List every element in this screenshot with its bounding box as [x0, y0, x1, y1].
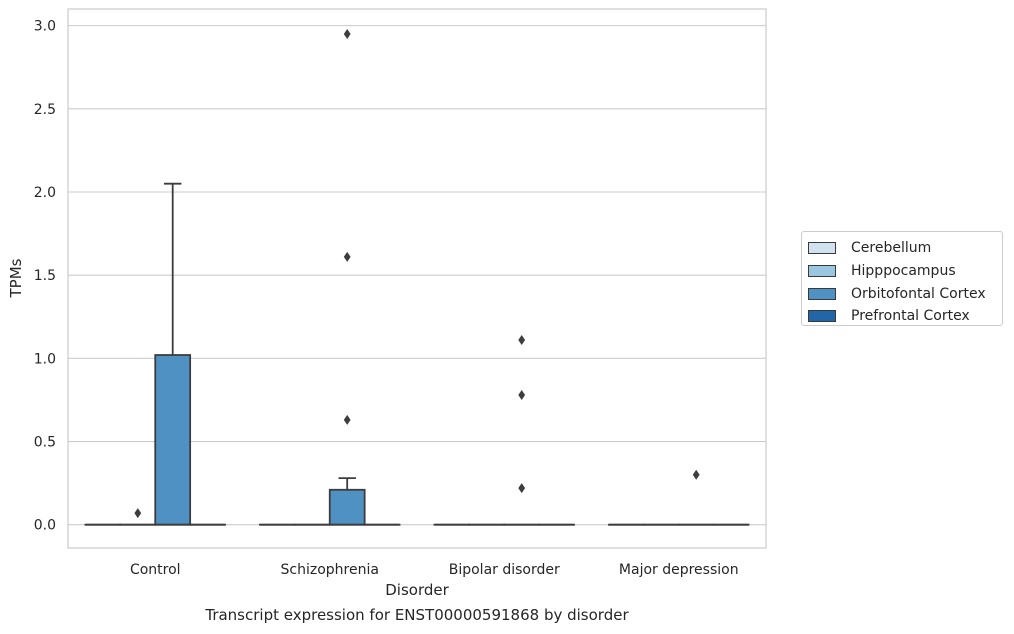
y-tick-label: 2.0: [34, 185, 56, 201]
outlier-point: [518, 389, 526, 400]
chart-caption: Transcript expression for ENST0000059186…: [205, 606, 629, 624]
x-axis-label: Disorder: [385, 581, 449, 599]
y-tick-label: 0.5: [34, 435, 56, 451]
y-tick-labels: 0.0 0.5 1.0 1.5 2.0 2.5 3.0: [34, 19, 56, 534]
y-tick-label: 1.0: [34, 351, 56, 367]
legend-item: Orbitofontal Cortex: [808, 282, 1002, 305]
outlier-point: [343, 414, 351, 425]
box-series: [84, 28, 750, 526]
box-hipppocampus: [119, 508, 157, 526]
legend-label: Hipppocampus: [851, 263, 956, 280]
x-tick-label: Control: [130, 562, 181, 578]
box-body: [154, 354, 192, 526]
box-orbitofontal-cortex: [328, 28, 366, 526]
outlier-point: [518, 483, 526, 494]
legend-swatch: [808, 265, 836, 278]
legend-label: Cerebellum: [851, 240, 932, 257]
legend-label: Prefrontal Cortex: [851, 308, 970, 325]
box-orbitofontal-cortex: [677, 469, 715, 526]
x-tick-labels: Control Schizophrenia Bipolar disorder Majo…: [130, 562, 739, 578]
outlier-point: [692, 469, 700, 480]
legend-item: Hipppocampus: [808, 260, 1002, 283]
box-orbitofontal-cortex: [154, 182, 192, 526]
legend-item: Prefrontal Cortex: [808, 305, 1002, 328]
y-tick-label: 3.0: [34, 19, 56, 35]
y-tick-label: 1.5: [34, 268, 56, 284]
outlier-point: [134, 508, 142, 519]
legend-swatch: [808, 242, 836, 255]
plot-area-frame: [67, 8, 767, 549]
box-body: [328, 488, 366, 526]
x-tick-label: Major depression: [619, 562, 739, 578]
x-tick-label: Schizophrenia: [281, 562, 379, 578]
legend-swatch: [808, 310, 836, 323]
y-axis-label: TPMs: [7, 258, 25, 298]
outlier-point: [343, 251, 351, 262]
y-tick-label: 0.0: [34, 518, 56, 534]
x-tick-label: Bipolar disorder: [449, 562, 560, 578]
legend-swatch: [808, 287, 836, 300]
legend-label: Orbitofontal Cortex: [851, 285, 986, 302]
outlier-point: [518, 335, 526, 346]
y-tick-label: 2.5: [34, 102, 56, 118]
outlier-point: [343, 28, 351, 39]
legend-item: Cerebellum: [808, 237, 1002, 260]
chart-legend: Cerebellum Hipppocampus Orbitofontal Corte…: [801, 231, 1003, 326]
box-orbitofontal-cortex: [503, 335, 541, 526]
